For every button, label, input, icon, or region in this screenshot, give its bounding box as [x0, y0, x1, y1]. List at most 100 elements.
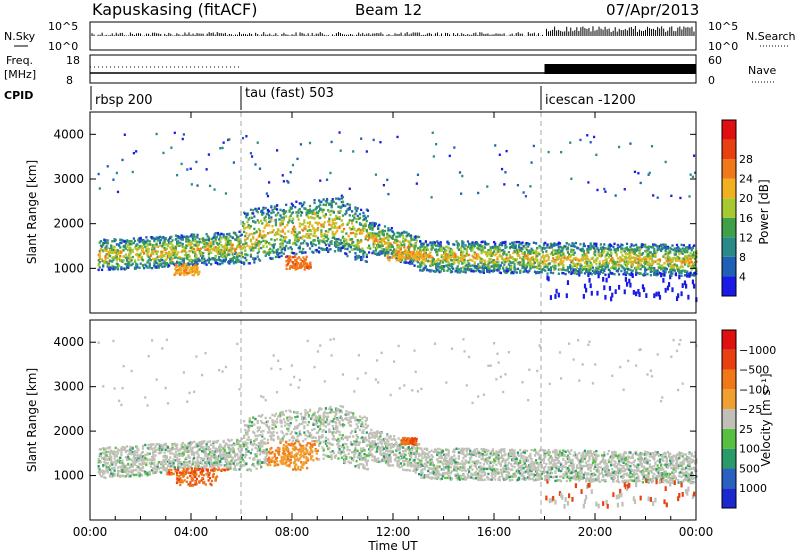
- scatter-cell: [551, 260, 553, 262]
- scatter-cell: [468, 243, 470, 245]
- scatter-cell: [299, 208, 301, 210]
- scatter-cell: [542, 254, 544, 256]
- scatter-cell: [460, 249, 462, 251]
- scatter-cell: [607, 265, 609, 267]
- scatter-cell: [648, 245, 650, 247]
- scatter-cell: [319, 208, 321, 210]
- scatter-cell: [435, 143, 437, 145]
- scatter-cell: [208, 153, 210, 155]
- scatter-cell: [396, 253, 398, 255]
- scatter-cell: [363, 251, 365, 253]
- scatter-cell: [657, 196, 659, 198]
- scatter-cell: [262, 246, 264, 248]
- scatter-cell: [484, 246, 486, 248]
- scatter-cell: [269, 243, 271, 245]
- scatter-cell: [442, 256, 444, 258]
- scatter-cell: [675, 272, 677, 274]
- scatter-cell: [279, 238, 281, 240]
- scatter-cell: [378, 254, 380, 256]
- scatter-cell: [411, 262, 413, 264]
- scatter-cell: [557, 258, 559, 260]
- scatter-cell: [261, 222, 263, 224]
- scatter-cell: [516, 241, 518, 243]
- scatter-cell: [466, 264, 468, 266]
- scatter-cell: [170, 147, 172, 149]
- scatter-cell: [313, 199, 315, 201]
- scatter-cell: [281, 255, 283, 257]
- scatter-cell: [252, 209, 254, 211]
- scatter-cell: [613, 243, 615, 245]
- scatter-cell: [338, 198, 340, 200]
- scatter-cell: [116, 255, 118, 257]
- scatter-cell: [107, 247, 109, 249]
- scatter-cell: [415, 245, 417, 247]
- scatter-cell: [166, 248, 168, 250]
- scatter-cell: [465, 244, 467, 246]
- scatter-cell: [225, 192, 227, 194]
- scatter-cell: [243, 231, 245, 233]
- scatter-cell: [140, 262, 142, 264]
- scatter-cell: [360, 138, 362, 140]
- scatter-cell: [613, 273, 615, 275]
- scatter-cell: [226, 246, 228, 248]
- scatter-cell: [295, 259, 297, 261]
- date-title: 07/Apr/2013: [606, 1, 699, 19]
- scatter-cell: [523, 245, 525, 247]
- scatter-cell: [569, 264, 571, 266]
- scatter-cell: [245, 259, 247, 261]
- scatter-cell: [328, 220, 330, 222]
- scatter-cell: [626, 271, 628, 273]
- scatter-cell: [254, 257, 256, 259]
- scatter-cell: [612, 246, 614, 248]
- scatter-cell: [477, 253, 479, 255]
- freq-left-tick-bottom: 8: [66, 74, 73, 87]
- scatter-cell: [562, 264, 564, 266]
- scatter-cell: [102, 464, 104, 466]
- scatter-cell: [595, 245, 597, 247]
- scatter-cell: [111, 463, 113, 465]
- scatter-cell: [536, 247, 538, 249]
- scatter-cell: [678, 257, 680, 259]
- scatter-cell: [270, 212, 272, 214]
- scatter-cell: [278, 256, 280, 258]
- scatter-cell: [587, 251, 589, 253]
- scatter-cell: [194, 264, 196, 266]
- scatter-cell: [604, 247, 606, 249]
- scatter-cell: [196, 263, 198, 265]
- scatter-cell: [523, 259, 525, 261]
- scatter-cell: [362, 255, 364, 257]
- scatter-cell: [377, 228, 379, 230]
- scatter-cell: [611, 293, 613, 298]
- scatter-cell: [494, 246, 496, 248]
- scatter-cell: [544, 269, 546, 271]
- scatter-cell: [554, 253, 556, 255]
- scatter-cell: [471, 249, 473, 251]
- scatter-cell: [132, 251, 134, 253]
- scatter-cell: [109, 252, 111, 254]
- scatter-cell: [451, 259, 453, 261]
- scatter-cell: [685, 284, 687, 289]
- scatter-cell: [548, 151, 550, 153]
- nave-block: [545, 64, 697, 74]
- scatter-cell: [228, 233, 230, 235]
- scatter-cell: [596, 291, 598, 296]
- scatter-cell: [546, 272, 548, 274]
- scatter-cell: [361, 258, 363, 260]
- scatter-cell: [574, 245, 576, 247]
- scatter-cell: [117, 452, 119, 454]
- scatter-cell: [299, 251, 301, 253]
- scatter-cell: [448, 253, 450, 255]
- scatter-cell: [334, 226, 336, 228]
- scatter-cell: [119, 246, 121, 248]
- scatter-cell: [545, 260, 547, 262]
- scatter-cell: [368, 251, 370, 253]
- scatter-cell: [138, 256, 140, 258]
- scatter-cell: [423, 249, 425, 251]
- scatter-cell: [488, 268, 490, 270]
- scatter-cell: [516, 249, 518, 251]
- scatter-cell: [329, 248, 331, 250]
- scatter-cell: [98, 465, 100, 467]
- scatter-cell: [337, 247, 339, 249]
- scatter-cell: [191, 183, 193, 185]
